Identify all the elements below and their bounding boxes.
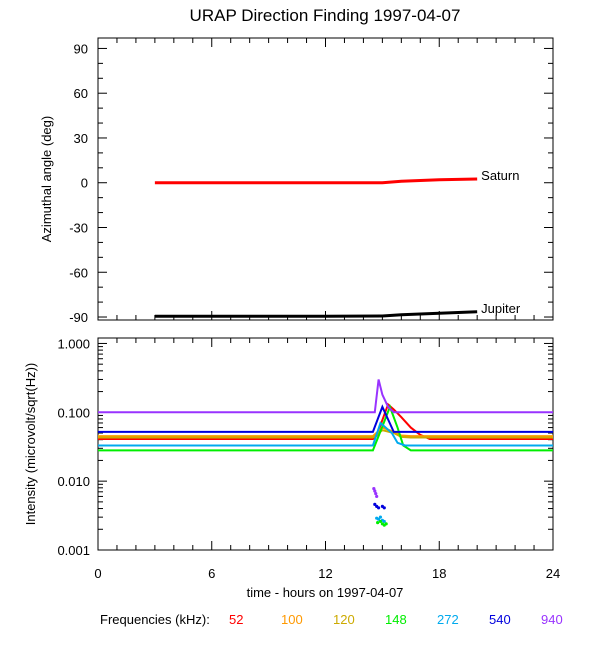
series-line-540 — [98, 404, 553, 433]
chart-title: URAP Direction Finding 1997-04-07 — [190, 6, 461, 25]
series-line-148 — [98, 404, 553, 452]
x-tick-label: 0 — [94, 566, 101, 581]
series-line-52 — [98, 402, 553, 440]
azimuth-panel: 90 60 30 0 -30 -60 -90 Saturn Jupiter Azimuthal… — [39, 37, 554, 325]
series-line-saturn — [154, 177, 478, 185]
burst-point — [373, 502, 377, 506]
frequency-legend-items: 52 100 120 148 272 540 940 — [229, 612, 563, 627]
intensity-tick-labels: 1.000 0.100 0.010 0.001 — [57, 336, 90, 558]
legend-item-540: 540 — [489, 612, 511, 627]
y-tick-label: 90 — [74, 41, 88, 56]
burst-point — [376, 521, 380, 525]
intensity-ticks — [97, 338, 554, 551]
series-line-940 — [98, 379, 553, 414]
y-tick-label: 1.000 — [57, 336, 90, 351]
x-tick-label: 18 — [432, 566, 446, 581]
burst-point — [378, 519, 383, 524]
legend-item-148: 148 — [385, 612, 407, 627]
x-tick-label: 12 — [318, 566, 332, 581]
intensity-series — [98, 379, 553, 452]
y-tick-label: -90 — [69, 310, 88, 325]
burst-point — [372, 486, 376, 491]
series-line-120 — [98, 429, 553, 439]
legend-item-52: 52 — [229, 612, 243, 627]
burst-point — [374, 491, 378, 496]
y-tick-label: 0.100 — [57, 405, 90, 420]
intensity-y-axis-label: Intensity (microvolt/sqrt(Hz)) — [23, 363, 38, 526]
burst-point — [376, 517, 381, 521]
y-tick-label: 0.001 — [57, 543, 90, 558]
series-line-jupiter — [154, 310, 478, 318]
burst-point — [375, 494, 379, 499]
series-label-jupiter: Jupiter — [481, 301, 521, 316]
legend-item-940: 940 — [541, 612, 563, 627]
y-tick-label: 0 — [81, 176, 88, 191]
burst-point — [373, 489, 377, 493]
azimuth-series — [154, 177, 478, 318]
y-tick-label: -30 — [69, 220, 88, 235]
legend-item-120: 120 — [333, 612, 355, 627]
y-tick-label: 0.010 — [57, 474, 90, 489]
burst-point — [384, 522, 388, 526]
intensity-plot-frame — [97, 337, 554, 551]
burst-point — [382, 506, 386, 510]
azimuth-series-labels: Saturn Jupiter — [481, 168, 521, 316]
series-label-saturn: Saturn — [481, 168, 519, 183]
x-tick-label: 24 — [546, 566, 560, 581]
azimuth-y-axis-label: Azimuthal angle (deg) — [39, 116, 54, 242]
frequency-legend: Frequencies (kHz): 52 100 120 148 272 540 940 — [100, 612, 563, 627]
x-axis-label: time - hours on 1997-04-07 — [247, 585, 404, 600]
intensity-bursts — [372, 486, 388, 527]
y-tick-label: 60 — [74, 86, 88, 101]
intensity-panel: 1.000 0.100 0.010 0.001 Intensity (microvol… — [23, 336, 560, 600]
burst-point — [382, 519, 386, 524]
y-tick-label: -60 — [69, 265, 88, 280]
series-line-272 — [98, 421, 553, 447]
burst-point — [376, 506, 381, 510]
legend-item-272: 272 — [437, 612, 459, 627]
burst-point — [378, 515, 383, 519]
azimuth-tick-labels: 90 60 30 0 -30 -60 -90 — [69, 41, 88, 325]
legend-item-100: 100 — [281, 612, 303, 627]
frequency-legend-title: Frequencies (kHz): — [100, 612, 210, 627]
x-tick-label: 6 — [208, 566, 215, 581]
y-tick-label: 30 — [74, 131, 88, 146]
x-tick-labels: 0 6 12 18 24 — [94, 566, 560, 581]
